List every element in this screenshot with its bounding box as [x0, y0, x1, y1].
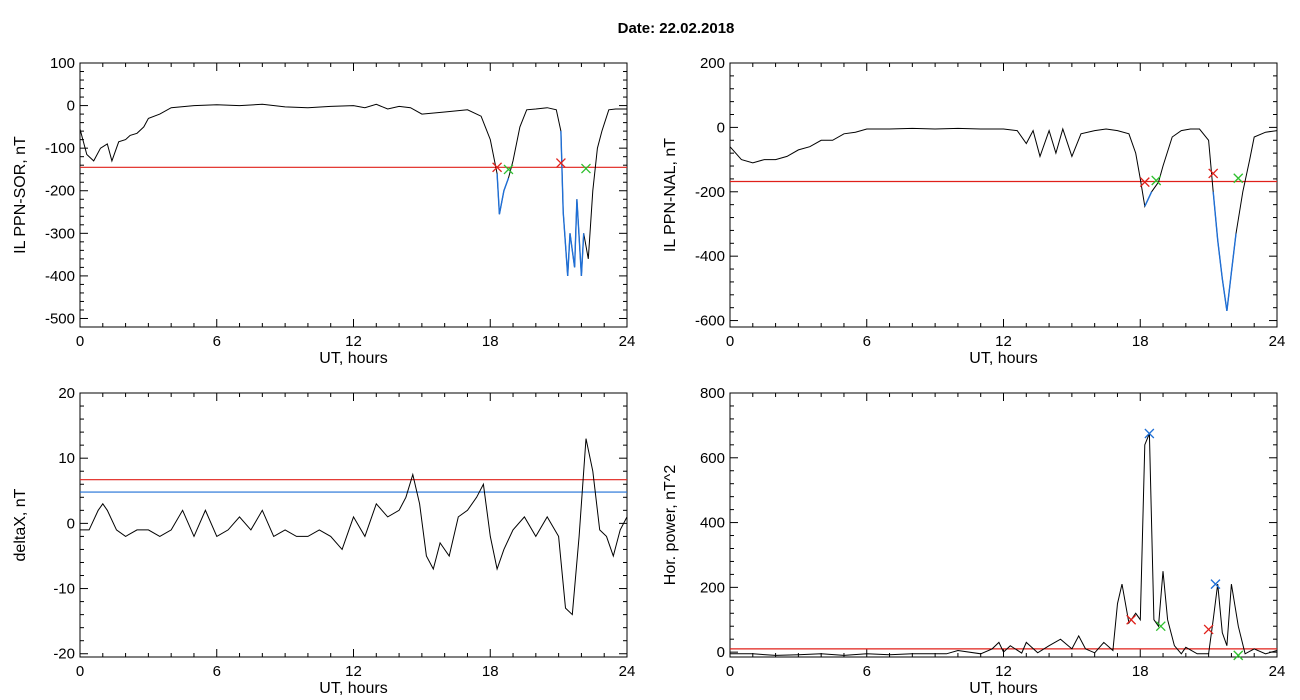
x-tick-label: 6 — [213, 663, 221, 680]
marker-stroke — [1151, 175, 1162, 186]
y-axis-label: deltaX, nT — [12, 488, 29, 561]
x-tick-label: 0 — [726, 663, 734, 680]
panel-ppn-nal: 0 6 12 18 24 200 0 -200 -400 -600 UT, hours IL PPN-… — [662, 55, 1285, 367]
y-tick-label: -300 — [45, 225, 75, 242]
x-tick-label: 0 — [76, 333, 84, 350]
x-tick-label: 24 — [1269, 663, 1286, 680]
marker-green — [581, 163, 591, 174]
marker-stroke — [503, 164, 514, 175]
x-tick-label: 18 — [1132, 333, 1149, 350]
x-tick-label: 0 — [726, 333, 734, 350]
marker-stroke — [1155, 621, 1166, 632]
marker-red — [555, 158, 566, 169]
event-segment — [1144, 191, 1153, 207]
series-line — [80, 438, 628, 616]
marker-green — [503, 164, 514, 175]
marker-red — [1203, 624, 1214, 635]
x-axis-label: UT, hours — [319, 680, 387, 697]
marker-red — [1139, 177, 1150, 188]
x-tick-label: 6 — [213, 333, 221, 350]
marker-red — [492, 162, 503, 173]
marker-stroke — [1233, 173, 1244, 184]
y-tick-label: 10 — [58, 450, 75, 467]
marker-stroke — [1210, 579, 1221, 590]
event-segment — [560, 131, 585, 276]
plot-frame — [729, 392, 1278, 658]
date-title: Date: 22.02.2018 — [618, 20, 735, 37]
marker-stroke — [581, 163, 591, 174]
y-tick-label: -200 — [45, 183, 75, 200]
x-tick-label: 18 — [482, 333, 499, 350]
y-tick-label: 0 — [67, 515, 75, 532]
x-tick-label: 12 — [995, 333, 1012, 350]
marker-green — [1155, 621, 1166, 632]
y-tick-label: -10 — [53, 581, 75, 598]
x-tick-label: 0 — [76, 663, 84, 680]
y-tick-label: 100 — [50, 55, 75, 72]
marker-blue — [1144, 428, 1155, 439]
event-segment — [496, 173, 510, 215]
marker-stroke — [1208, 168, 1219, 179]
series-line — [729, 127, 1278, 311]
marker-red — [1126, 614, 1137, 625]
y-tick-label: 0 — [717, 119, 725, 136]
y-tick-label: -100 — [45, 140, 75, 157]
panel-ppn-sor: 0 6 12 18 24 100 0 -100 -200 -300 -400 -500 UT, hour… — [12, 55, 635, 367]
y-tick-label: -400 — [45, 268, 75, 285]
x-tick-label: 6 — [863, 333, 871, 350]
marker-green — [1233, 650, 1244, 661]
marker-stroke — [1139, 177, 1150, 188]
event-segment — [1212, 191, 1237, 311]
y-tick-label: -400 — [695, 248, 725, 265]
y-tick-label: -600 — [695, 313, 725, 330]
x-tick-label: 24 — [619, 333, 636, 350]
y-tick-label: 0 — [717, 644, 725, 661]
y-axis-label: Hor. power, nT^2 — [662, 465, 679, 586]
plot-frame — [729, 62, 1278, 328]
panel-deltax: 0 6 12 18 24 20 10 0 -10 -20 UT, hours deltaX, nT — [12, 385, 635, 697]
x-tick-label: 24 — [619, 663, 636, 680]
marker-blue — [1210, 579, 1221, 590]
y-axis-label: IL PPN-SOR, nT — [12, 136, 29, 254]
marker-stroke — [492, 162, 503, 173]
y-tick-label: 0 — [67, 98, 75, 115]
x-axis-label: UT, hours — [319, 350, 387, 367]
series-line — [79, 103, 627, 276]
y-axis-label: IL PPN-NAL, nT — [662, 138, 679, 252]
x-tick-label: 24 — [1269, 333, 1286, 350]
y-tick-label: 400 — [700, 515, 725, 532]
plot-frame — [79, 392, 628, 658]
marker-stroke — [555, 158, 566, 169]
marker-red — [1208, 168, 1219, 179]
marker-stroke — [1126, 614, 1137, 625]
x-tick-label: 12 — [995, 663, 1012, 680]
y-tick-label: 800 — [700, 385, 725, 402]
plot-frame — [79, 62, 628, 328]
marker-green — [1151, 175, 1162, 186]
y-tick-label: 600 — [700, 450, 725, 467]
marker-green — [1233, 173, 1244, 184]
x-axis-label: UT, hours — [969, 680, 1037, 697]
x-tick-label: 6 — [863, 663, 871, 680]
panel-hor-power: 0 6 12 18 24 800 600 400 200 0 UT, hours Hor. power… — [662, 385, 1285, 697]
x-tick-label: 18 — [1132, 663, 1149, 680]
marker-stroke — [1144, 428, 1155, 439]
y-tick-label: 20 — [58, 385, 75, 402]
x-tick-label: 12 — [345, 663, 362, 680]
y-tick-label: -200 — [695, 184, 725, 201]
y-tick-label: -20 — [53, 646, 75, 663]
x-axis-label: UT, hours — [969, 350, 1037, 367]
series-line — [730, 433, 1278, 656]
y-tick-label: 200 — [700, 579, 725, 596]
marker-stroke — [1203, 624, 1214, 635]
x-tick-label: 18 — [482, 663, 499, 680]
marker-stroke — [1233, 650, 1244, 661]
y-tick-label: 200 — [700, 55, 725, 72]
x-tick-label: 12 — [345, 333, 362, 350]
y-tick-label: -500 — [45, 310, 75, 327]
